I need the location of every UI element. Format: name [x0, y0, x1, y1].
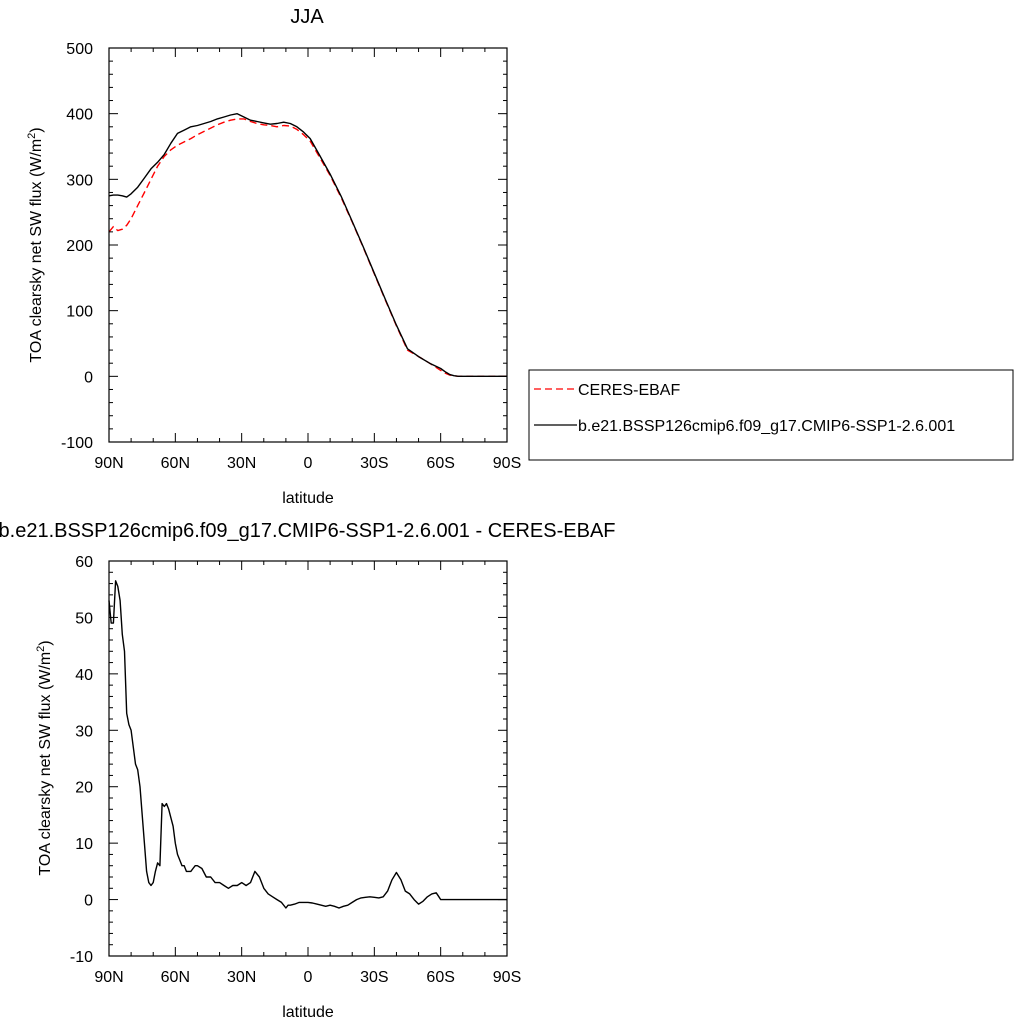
top-y-tick-label: 0 — [84, 369, 93, 386]
top-x-tick-label: 60N — [161, 455, 190, 472]
bottom-y-tick-label: 0 — [84, 893, 93, 910]
bottom-x-axis-label: latitude — [282, 1004, 334, 1021]
top-y-tick-label: 400 — [66, 107, 93, 124]
legend-box — [528, 369, 1014, 461]
bottom-x-tick-label: 30S — [360, 969, 388, 986]
legend-label-model: b.e21.BSSP126cmip6.f09_g17.CMIP6-SSP1-2.… — [578, 418, 955, 435]
bottom-y-tick-label: 10 — [75, 836, 93, 853]
bottom-y-tick-label: 40 — [75, 667, 93, 684]
top-x-tick-label: 90N — [94, 455, 123, 472]
top-x-tick-label: 0 — [304, 455, 313, 472]
top-axes: 90N 60N 30N 0 30S 60S 90S -100 0 100 200 300 400 500 — [61, 41, 521, 472]
top-y-tick-label: 300 — [66, 172, 93, 189]
bottom-plot-frame — [108, 560, 508, 957]
top-series-line-0 — [108, 118, 507, 377]
bottom-y-axis-label: TOA clearsky net SW flux (W/m2) — [35, 640, 54, 875]
bottom-y-tick-label: 60 — [75, 554, 93, 571]
top-y-tick-label: -100 — [61, 435, 93, 452]
bottom-y-tick-label: -10 — [70, 949, 93, 966]
top-title: JJA — [290, 6, 324, 28]
bottom-panel: b.e21.BSSP126cmip6.f09_g17.CMIP6-SSP1-2.… — [0, 520, 615, 1021]
bottom-y-tick-label: 20 — [75, 780, 93, 797]
top-y-tick-label: 200 — [66, 238, 93, 255]
bottom-x-tick-label: 60N — [161, 969, 190, 986]
top-y-tick-label: 500 — [66, 41, 93, 58]
bottom-y-tick-label: 50 — [75, 610, 93, 627]
top-series — [108, 113, 507, 377]
top-x-axis-label: latitude — [282, 490, 334, 507]
bottom-series-line-0 — [108, 580, 507, 909]
bottom-x-tick-label: 90N — [94, 969, 123, 986]
top-y-tick-label: 100 — [66, 304, 93, 321]
top-series-line-1 — [108, 113, 507, 377]
top-x-tick-label: 30S — [360, 455, 388, 472]
bottom-x-tick-label: 0 — [304, 969, 313, 986]
bottom-axes: 90N 60N 30N 0 30S 60S 90S -10 0 10 20 30 40 50 60 — [70, 554, 521, 986]
legend: CERES-EBAF b.e21.BSSP126cmip6.f09_g17.CM… — [528, 369, 1014, 461]
top-panel: JJA 90N 60N 30N 0 30S 60S 90S -100 0 100 200 300 400… — [26, 6, 1014, 507]
bottom-series — [108, 580, 507, 909]
top-x-tick-label: 90S — [493, 455, 521, 472]
bottom-x-tick-label: 90S — [493, 969, 521, 986]
top-x-tick-label: 60S — [426, 455, 454, 472]
top-x-tick-label: 30N — [227, 455, 256, 472]
bottom-x-tick-label: 60S — [426, 969, 454, 986]
bottom-x-tick-label: 30N — [227, 969, 256, 986]
bottom-y-tick-label: 30 — [75, 723, 93, 740]
top-y-axis-label: TOA clearsky net SW flux (W/m2) — [26, 127, 45, 362]
legend-label-ceres: CERES-EBAF — [578, 382, 680, 399]
top-plot-frame — [108, 47, 508, 443]
bottom-title: b.e21.BSSP126cmip6.f09_g17.CMIP6-SSP1-2.… — [0, 520, 615, 542]
